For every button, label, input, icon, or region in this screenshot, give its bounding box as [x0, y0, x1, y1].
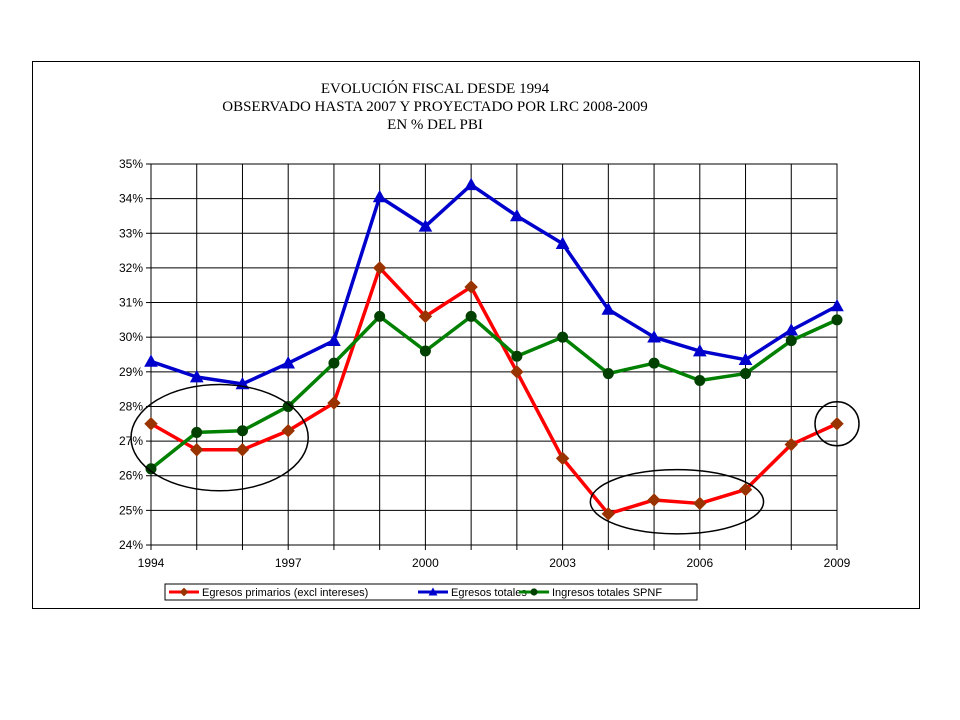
data-point-ingresos-totales-spnf [419, 345, 431, 357]
y-tick-label: 33% [119, 226, 143, 240]
data-point-ingresos-totales-spnf [191, 426, 203, 438]
y-tick-label: 29% [119, 365, 143, 379]
data-point-egresos-primarios-excl-intereses [830, 417, 844, 431]
data-point-egresos-totales [601, 302, 616, 315]
legend-label-egresos-primarios-excl-intereses: Egresos primarios (excl intereses) [202, 587, 368, 599]
series-line-egresos-primarios-excl-intereses [150, 266, 838, 516]
data-point-egresos-primarios-excl-intereses [190, 443, 204, 457]
data-point-egresos-primarios-excl-intereses [281, 423, 295, 438]
line-chart: EVOLUCIÓN FISCAL DESDE 1994 OBSERVADO HA… [119, 80, 860, 601]
x-tick-label: 2003 [549, 556, 576, 570]
chart-frame: EVOLUCIÓN FISCAL DESDE 1994 OBSERVADO HA… [32, 61, 920, 609]
chart-title-line-1: EVOLUCIÓN FISCAL DESDE 1994 [321, 80, 550, 97]
data-point-egresos-totales [189, 369, 204, 383]
data-point-egresos-totales [327, 333, 341, 346]
plot-border [150, 163, 838, 546]
data-point-egresos-primarios-excl-intereses [510, 365, 524, 379]
data-point-egresos-primarios-excl-intereses [144, 417, 158, 431]
plot-area: 24%25%26%27%28%29%30%31%32%33%34%35%1994… [119, 157, 851, 570]
y-tick-label: 35% [119, 157, 143, 171]
data-point-ingresos-totales-spnf [602, 368, 614, 380]
y-tick-label: 34% [119, 192, 143, 206]
annotations [130, 383, 860, 535]
y-tick-label: 25% [119, 503, 143, 517]
x-tick-label: 1994 [138, 556, 165, 570]
data-point-ingresos-totales-spnf [374, 310, 386, 322]
x-tick-label: 1997 [275, 556, 302, 570]
data-point-ingresos-totales-spnf [511, 350, 523, 362]
chart-title-line-2: OBSERVADO HASTA 2007 Y PROYECTADO POR LR… [222, 99, 647, 115]
data-point-egresos-primarios-excl-intereses [601, 507, 616, 521]
data-point-egresos-primarios-excl-intereses [464, 280, 478, 294]
y-tick-label: 24% [119, 538, 143, 552]
data-point-egresos-totales [144, 354, 158, 367]
legend: Egresos primarios (excl intereses) Egreso… [164, 583, 698, 601]
chart-title-line-3: EN % DEL PBI [387, 117, 483, 133]
y-tick-label: 30% [119, 330, 143, 344]
data-point-egresos-primarios-excl-intereses [235, 443, 250, 457]
legend-marker-ingresos-totales-spnf [530, 588, 538, 596]
legend-marker-egresos-primarios-excl-intereses [179, 587, 189, 597]
data-point-ingresos-totales-spnf [328, 357, 340, 369]
x-tick-label: 2000 [412, 556, 439, 570]
data-point-egresos-totales [738, 352, 753, 365]
data-point-egresos-primarios-excl-intereses [738, 482, 753, 497]
data-point-ingresos-totales-spnf [236, 425, 248, 437]
series-egresos-primarios-excl-intereses [144, 261, 844, 521]
data-point-ingresos-totales-spnf [785, 335, 797, 347]
annotation-ellipse-1994-1997 [130, 383, 309, 492]
annotation-circle-2009 [814, 401, 860, 447]
data-point-ingresos-totales-spnf [145, 463, 157, 475]
data-point-egresos-primarios-excl-intereses [418, 309, 433, 324]
y-tick-label: 28% [119, 399, 143, 413]
data-point-egresos-totales [418, 219, 433, 232]
data-point-egresos-primarios-excl-intereses [327, 396, 341, 410]
legend-marker-egresos-totales [428, 587, 438, 596]
data-point-ingresos-totales-spnf [694, 374, 706, 386]
data-point-egresos-totales [510, 208, 524, 222]
data-point-egresos-totales [692, 344, 707, 357]
data-point-ingresos-totales-spnf [282, 400, 294, 412]
data-point-egresos-primarios-excl-intereses [647, 493, 661, 507]
data-point-egresos-primarios-excl-intereses [693, 496, 707, 511]
legend-label-ingresos-totales-spnf: Ingresos totales SPNF [552, 587, 662, 599]
y-tick-label: 26% [119, 469, 143, 483]
data-point-egresos-totales [281, 356, 296, 369]
data-point-ingresos-totales-spnf [557, 331, 569, 343]
data-point-egresos-primarios-excl-intereses [784, 437, 798, 452]
y-tick-label: 31% [119, 296, 143, 310]
x-tick-label: 2006 [686, 556, 713, 570]
series-line-egresos-totales [150, 183, 838, 386]
series-ingresos-totales-spnf [145, 310, 843, 475]
data-point-egresos-totales [830, 298, 844, 312]
series-line-ingresos-totales-spnf [149, 314, 838, 471]
data-point-egresos-primarios-excl-intereses [372, 261, 387, 275]
y-tick-label: 32% [119, 261, 143, 275]
data-point-egresos-totales [647, 330, 661, 343]
data-point-egresos-primarios-excl-intereses [555, 451, 570, 466]
data-point-egresos-totales [464, 177, 478, 191]
data-point-ingresos-totales-spnf [740, 368, 752, 380]
series-egresos-totales [144, 177, 844, 390]
data-point-ingresos-totales-spnf [465, 310, 477, 322]
data-point-egresos-totales [372, 189, 387, 203]
data-point-egresos-totales [555, 236, 570, 249]
x-tick-label: 2009 [824, 556, 851, 570]
annotation-ellipse-2004-2007 [589, 468, 765, 535]
chart-title: EVOLUCIÓN FISCAL DESDE 1994 OBSERVADO HA… [222, 80, 647, 133]
data-point-ingresos-totales-spnf [648, 357, 660, 369]
data-point-ingresos-totales-spnf [831, 314, 843, 326]
data-point-egresos-totales [784, 323, 799, 336]
legend-label-egresos-totales: Egresos totales [451, 587, 527, 599]
